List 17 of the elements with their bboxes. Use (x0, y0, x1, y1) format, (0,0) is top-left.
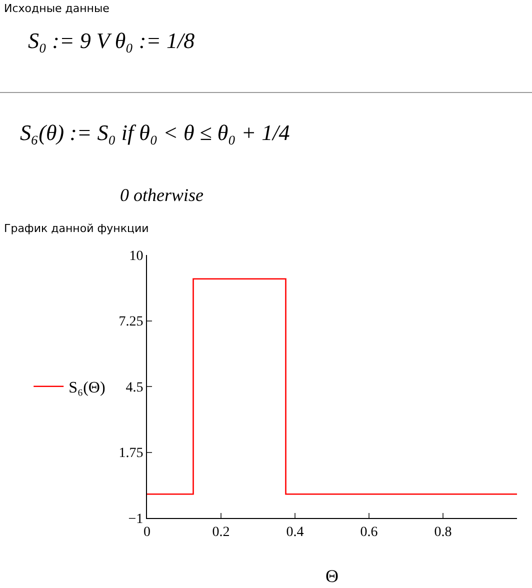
y-tick-label: 7.25 (118, 314, 144, 330)
text: S₀ := 9 V θ₀ := 1/8 (28, 28, 195, 54)
y-tick-label: −1 (128, 512, 144, 527)
x-tick-label: 0.6 (360, 524, 378, 540)
text: S₆(θ) := S₀ if θ₀ < θ ≤ θ₀ + 1/4 (20, 120, 290, 146)
text: График данной функции (4, 222, 149, 235)
y-tick-label: 1.75 (118, 446, 144, 462)
legend-label: S₆(Θ) (68, 380, 106, 397)
y-tick-label: 10 (129, 248, 144, 264)
y-tick-label: 4.5 (126, 380, 144, 396)
x-tick-label: 0.8 (434, 524, 452, 540)
x-axis-title: Θ (326, 566, 338, 586)
text: 0 otherwise (120, 185, 204, 206)
text: Исходные данные (4, 2, 110, 15)
x-tick-label: 0.2 (212, 524, 230, 540)
x-tick-label: 0 (144, 524, 150, 540)
x-tick-label: 0.4 (286, 524, 304, 540)
